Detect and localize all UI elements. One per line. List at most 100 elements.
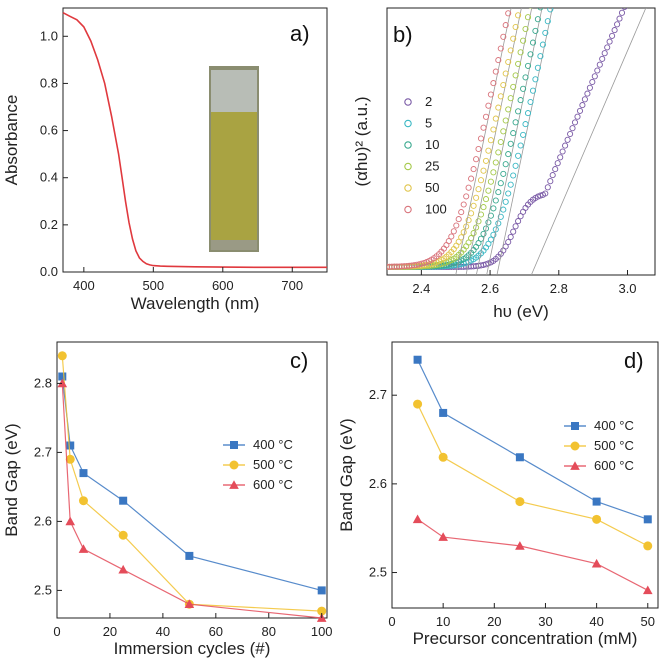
data-point-2	[586, 84, 593, 91]
y-tick-label: 2.7	[369, 387, 387, 402]
data-point-10	[500, 170, 507, 177]
data-point-5	[507, 181, 514, 188]
legend-marker	[229, 460, 239, 470]
data-point-10	[492, 197, 499, 204]
data-point-5	[532, 76, 539, 83]
data-point-square	[515, 453, 524, 462]
x-tick-label: 10	[436, 614, 450, 629]
x-tick-label: 500	[142, 278, 164, 293]
data-point-50	[502, 70, 509, 77]
data-point-2	[576, 107, 584, 114]
data-point-10	[529, 39, 537, 46]
data-point-square	[119, 496, 128, 505]
data-point-100	[485, 102, 492, 109]
y-tick-label: 2.8	[34, 375, 52, 390]
data-point-2	[559, 148, 566, 155]
data-point-50	[512, 23, 519, 31]
data-point-2	[618, 9, 626, 16]
data-point-triangle	[591, 558, 602, 568]
data-point-10	[497, 180, 504, 187]
legend-label: 600 °C	[253, 477, 293, 492]
data-point-circle	[65, 454, 75, 464]
x-tick-label: 40	[589, 614, 603, 629]
data-point-50	[505, 58, 512, 66]
data-point-25	[490, 169, 497, 176]
data-point-2	[594, 67, 601, 74]
data-point-100	[463, 193, 470, 200]
panel-label: b)	[393, 22, 413, 47]
data-point-circle	[317, 606, 327, 616]
data-point-2	[579, 102, 586, 109]
data-point-2	[604, 44, 611, 51]
legend-marker-100	[404, 205, 412, 214]
data-point-10	[480, 230, 487, 237]
x-axis-label: Immersion cycles (#)	[114, 639, 271, 658]
data-point-5	[529, 87, 537, 94]
data-point-circle	[118, 530, 128, 540]
x-tick-label: 100	[311, 624, 333, 639]
legend-marker	[229, 480, 239, 489]
inset-photo-film	[211, 112, 257, 244]
data-point-100	[497, 45, 504, 52]
data-point-50	[473, 194, 480, 201]
legend-label: 400 °C	[594, 418, 634, 433]
data-point-2	[581, 96, 588, 103]
data-point-10	[534, 16, 541, 23]
data-point-2	[542, 190, 549, 197]
data-point-100	[445, 238, 452, 245]
data-point-25	[510, 83, 517, 90]
y-tick-label: 2.5	[34, 582, 52, 597]
data-point-100	[492, 68, 499, 75]
data-point-50	[487, 137, 494, 144]
panel-label: d)	[624, 348, 644, 373]
data-point-100	[475, 145, 482, 153]
tangent-line-2	[530, 8, 647, 275]
data-point-2	[515, 218, 522, 225]
data-point-2	[601, 50, 608, 57]
x-tick-label: 2.6	[481, 281, 499, 296]
x-axis-label: Precursor concentration (mM)	[413, 629, 638, 648]
data-point-2	[537, 192, 544, 199]
data-point-100	[495, 57, 502, 64]
data-point-square	[317, 586, 326, 595]
legend-marker-25	[404, 162, 412, 171]
legend-marker	[570, 461, 580, 470]
data-point-circle	[438, 452, 448, 462]
data-point-50	[485, 147, 492, 154]
data-point-100	[508, 0, 513, 4]
data-point-2	[584, 90, 591, 97]
x-tick-label: 20	[103, 624, 117, 639]
y-tick-label: 2.7	[34, 444, 52, 459]
data-point-triangle	[438, 532, 448, 541]
data-point-25	[465, 239, 472, 246]
data-point-2	[512, 223, 519, 230]
data-point-10	[502, 161, 509, 168]
data-point-2	[564, 136, 571, 143]
data-point-2	[571, 119, 579, 126]
legend-marker	[571, 422, 579, 430]
data-point-50	[510, 35, 517, 42]
x-tick-label: 700	[281, 278, 303, 293]
data-point-10	[477, 235, 485, 242]
inset-photo-top	[211, 70, 257, 112]
data-point-5	[510, 172, 517, 179]
x-tick-label: 50	[641, 614, 655, 629]
x-tick-label: 30	[538, 614, 552, 629]
data-point-triangle	[57, 378, 68, 388]
series-line-triangle	[61, 383, 322, 619]
data-point-25	[505, 106, 512, 113]
x-axis-label: Wavelength (nm)	[131, 294, 260, 313]
series-line-circle	[61, 355, 322, 612]
data-point-10	[512, 119, 519, 126]
data-point-2	[554, 160, 561, 167]
legend-label: 2	[425, 94, 432, 109]
data-point-25	[512, 72, 519, 79]
legend-marker	[570, 441, 580, 451]
data-point-5	[522, 121, 529, 128]
data-point-square	[185, 551, 194, 560]
data-point-25	[495, 149, 502, 156]
data-point-25	[517, 49, 524, 56]
y-tick-label: 0.6	[40, 123, 58, 138]
data-point-10	[490, 205, 497, 212]
x-axis-label: hυ (eV)	[493, 302, 549, 321]
